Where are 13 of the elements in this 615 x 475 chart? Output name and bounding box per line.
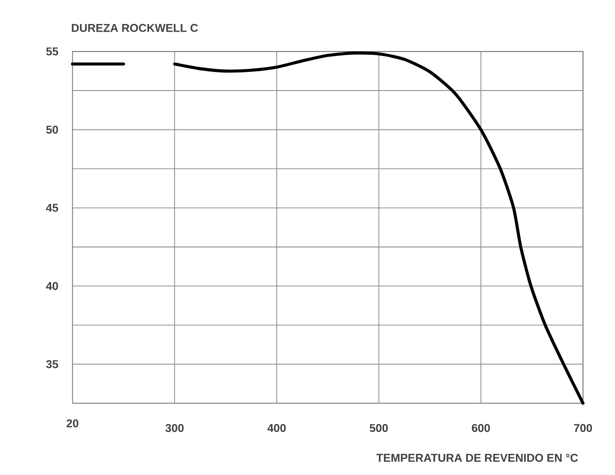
x-tick-label: 500 <box>370 424 388 432</box>
y-tick-label: 50 <box>46 126 58 134</box>
x-tick-label: 400 <box>267 424 286 432</box>
y-tick-label: 45 <box>46 204 58 212</box>
y-axis-title: DUREZA ROCKWELL C <box>72 24 198 32</box>
text: 20 <box>66 419 78 428</box>
x-tick-label: 600 <box>472 424 490 432</box>
y-tick-label: 55 <box>46 48 58 56</box>
x-tick-label: 300 <box>165 424 184 432</box>
x-tick-label: 700 <box>574 424 592 432</box>
y-tick-label: 35 <box>46 360 58 368</box>
y-tick-label: 40 <box>46 282 58 290</box>
x-axis-title: TEMPERATURA DE REVENIDO EN °C <box>376 454 578 462</box>
